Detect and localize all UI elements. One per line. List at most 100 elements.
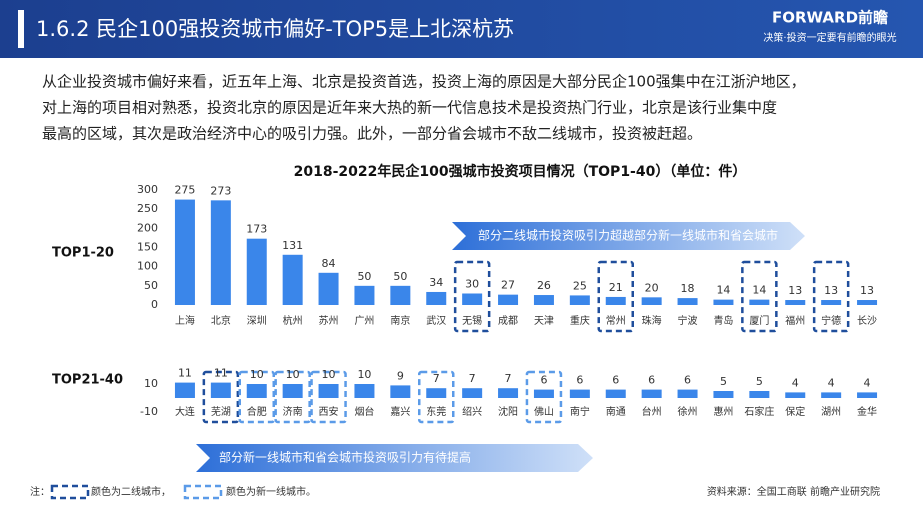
bar: [210, 382, 231, 398]
bar: [533, 389, 554, 398]
x-tick-label: 厦门: [749, 314, 769, 327]
value-label: 275: [174, 184, 195, 197]
x-tick-label: 湖州: [821, 406, 841, 418]
x-tick-label: 广州: [354, 315, 374, 327]
tier-outline: [238, 370, 275, 424]
x-tick-label: 福州: [785, 314, 805, 327]
body-text: 从企业投资城市偏好来看，近五年上海、北京是投资首选，投资上海的原因是大部分民企1…: [42, 73, 806, 143]
x-tick-label: 济南: [283, 405, 303, 418]
legend-label: 颜色为新一线城市。: [226, 485, 316, 498]
value-label: 30: [465, 278, 479, 291]
value-label: 131: [282, 239, 303, 252]
x-tick-label: 西安: [319, 405, 339, 418]
bar: [569, 389, 590, 398]
annotation: 部分新一线城市和省会城市投资吸引力有待提高: [219, 450, 471, 465]
x-tick-label: 烟台: [354, 405, 374, 418]
body-line: 对上海的项目相对熟悉，投资北京的原因是近年来大热的新一代信息技术是投资热门行业，…: [42, 99, 777, 117]
value-label: 273: [210, 184, 231, 197]
x-tick-label: 重庆: [570, 314, 590, 327]
value-label: 20: [645, 281, 659, 294]
value-label: 18: [681, 282, 695, 295]
y-tick-label: 200: [137, 221, 158, 234]
x-tick-label: 宁德: [821, 314, 841, 327]
bar: [462, 293, 483, 305]
x-tick-label: 金华: [857, 405, 877, 418]
y-tick-label: 150: [137, 241, 158, 254]
x-tick-label: 保定: [785, 405, 805, 418]
value-label: 11: [178, 367, 192, 380]
x-tick-label: 天津: [534, 315, 554, 327]
value-label: 14: [716, 284, 730, 297]
bar: [857, 300, 878, 305]
value-label: 10: [286, 368, 300, 381]
annotation: 部分二线城市投资吸引力超越部分新一线城市和省会城市: [478, 228, 778, 243]
bar: [498, 294, 519, 305]
value-label: 5: [720, 375, 727, 388]
bar: [785, 392, 806, 398]
bar: [605, 389, 626, 398]
header-title: 1.6.2 民企100强投资城市偏好-TOP5是上北深杭苏: [36, 17, 514, 41]
annotation-arrow: [452, 222, 805, 250]
y-tick-label: 10: [144, 377, 158, 390]
x-tick-label: 杭州: [283, 314, 303, 327]
x-tick-label: 常州: [606, 314, 626, 327]
value-label: 50: [357, 270, 371, 283]
tier-outline: [418, 370, 455, 424]
x-tick-label: 青岛: [713, 314, 733, 327]
bar: [354, 285, 375, 305]
value-label: 26: [537, 279, 551, 292]
bar: [246, 384, 267, 398]
bar: [318, 384, 339, 398]
value-label: 27: [501, 279, 515, 292]
value-label: 13: [824, 284, 838, 297]
bar: [533, 295, 554, 305]
legend-prefix: 注：: [30, 485, 50, 498]
x-tick-label: 宁波: [678, 314, 698, 327]
bar: [282, 254, 303, 305]
value-label: 6: [684, 374, 691, 387]
bar: [641, 297, 662, 305]
x-tick-label: 东莞: [426, 405, 446, 418]
tier-outline: [274, 370, 311, 424]
value-label: 84: [322, 257, 336, 270]
row-label: TOP1-20: [52, 246, 114, 261]
source: 资料来源：全国工商联 前瞻产业研究院: [707, 485, 880, 498]
bar: [390, 385, 411, 398]
row-label: TOP21-40: [52, 373, 123, 388]
x-tick-label: 徐州: [678, 405, 698, 418]
value-label: 4: [828, 376, 835, 389]
x-tick-label: 无锡: [462, 314, 482, 327]
chart-title: 2018-2022年民企100强城市投资项目情况（TOP1-40）（单位：件）: [294, 163, 747, 180]
legend-label: 颜色为二线城市，: [91, 485, 171, 498]
tier-outline: [525, 370, 563, 424]
x-tick-label: 南宁: [570, 405, 590, 418]
bar: [641, 389, 662, 398]
value-label: 6: [540, 374, 547, 387]
value-label: 21: [609, 281, 623, 294]
bar: [857, 392, 878, 398]
bar: [498, 388, 519, 398]
bar: [426, 291, 447, 305]
x-tick-label: 芜湖: [211, 405, 231, 418]
bar: [390, 285, 411, 305]
value-label: 7: [469, 372, 476, 385]
bar: [569, 295, 590, 305]
x-tick-label: 长沙: [857, 315, 877, 327]
value-label: 9: [397, 369, 404, 382]
bar: [605, 296, 626, 305]
bar: [174, 382, 195, 398]
header-band: [0, 0, 923, 58]
body-line: 从企业投资城市偏好来看，近五年上海、北京是投资首选，投资上海的原因是大部分民企1…: [42, 73, 806, 91]
value-label: 10: [322, 368, 336, 381]
legend-swatch: [183, 484, 223, 500]
x-tick-label: 南京: [390, 314, 410, 327]
bar: [785, 300, 806, 305]
body-line: 最高的区域，其次是政治经济中心的吸引力强。此外，一部分省会城市不敌二线城市，投资…: [42, 125, 702, 143]
value-label: 34: [429, 276, 443, 289]
value-label: 10: [357, 368, 371, 381]
value-label: 6: [648, 374, 655, 387]
bar: [713, 299, 734, 305]
header-accent: [18, 10, 24, 48]
bar: [677, 389, 698, 398]
tier-outline: [597, 260, 634, 333]
